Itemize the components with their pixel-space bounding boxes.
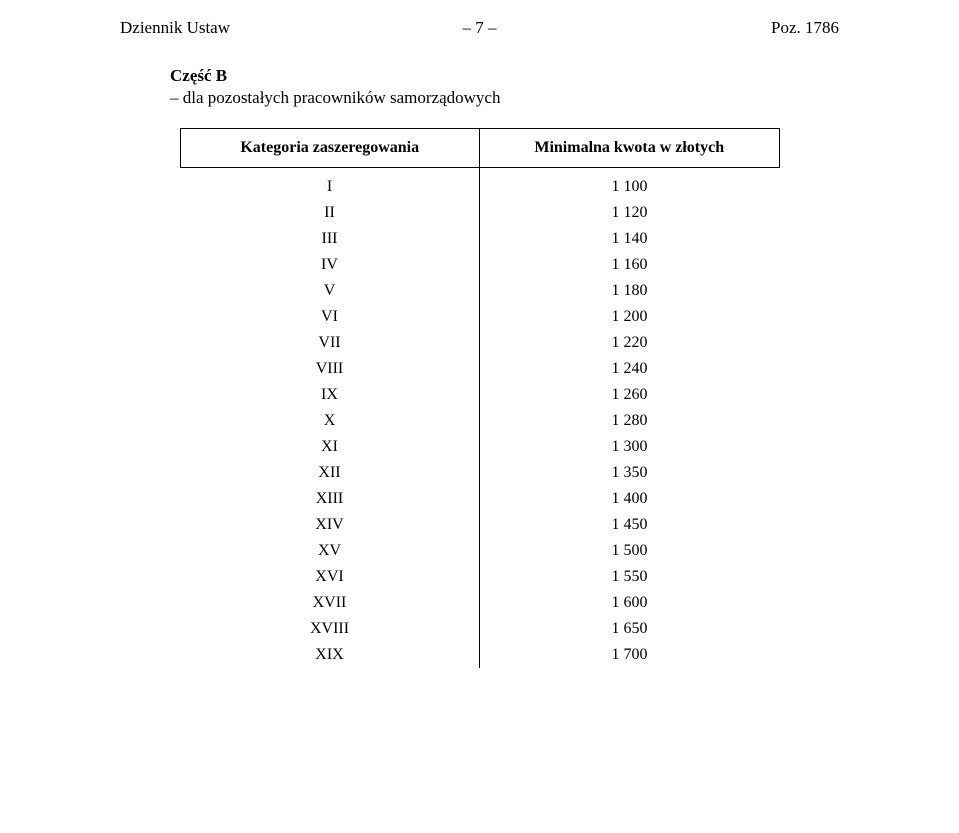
cell-category: XII [180,460,480,486]
table-row: V1 180 [180,278,779,304]
cell-category: I [180,168,480,201]
section-subtitle: – dla pozostałych pracowników samorządow… [170,88,839,108]
cell-amount: 1 260 [480,382,780,408]
cell-category: IX [180,382,480,408]
cell-category: XVI [180,564,480,590]
header-left: Dziennik Ustaw [120,18,230,38]
cell-amount: 1 240 [480,356,780,382]
cell-category: IV [180,252,480,278]
cell-category: XIX [180,642,480,668]
table-row: VII1 220 [180,330,779,356]
cell-amount: 1 550 [480,564,780,590]
cell-amount: 1 220 [480,330,780,356]
table-row: VIII1 240 [180,356,779,382]
cell-amount: 1 300 [480,434,780,460]
cell-category: VII [180,330,480,356]
cell-amount: 1 600 [480,590,780,616]
table-row: XII1 350 [180,460,779,486]
cell-category: XIV [180,512,480,538]
table-row: IX1 260 [180,382,779,408]
table-header-row: Kategoria zaszeregowania Minimalna kwota… [180,129,779,168]
table-row: XIII1 400 [180,486,779,512]
cell-amount: 1 120 [480,200,780,226]
cell-category: XI [180,434,480,460]
cell-category: VI [180,304,480,330]
table-row: IV1 160 [180,252,779,278]
cell-amount: 1 100 [480,168,780,201]
table-header-amount: Minimalna kwota w złotych [480,129,780,168]
table-header-category: Kategoria zaszeregowania [180,129,480,168]
cell-category: X [180,408,480,434]
cell-category: XIII [180,486,480,512]
cell-amount: 1 500 [480,538,780,564]
table-body: I1 100 II1 120 III1 140 IV1 160 V1 180 V… [180,168,779,669]
cell-amount: 1 160 [480,252,780,278]
cell-category: II [180,200,480,226]
table-row: X1 280 [180,408,779,434]
cell-amount: 1 700 [480,642,780,668]
cell-category: XVII [180,590,480,616]
cell-category: XV [180,538,480,564]
table-row: XV1 500 [180,538,779,564]
table-row: XVII1 600 [180,590,779,616]
cell-category: VIII [180,356,480,382]
table-row: XVI1 550 [180,564,779,590]
table-row: XIX1 700 [180,642,779,668]
cell-amount: 1 350 [480,460,780,486]
header-right: Poz. 1786 [771,18,839,38]
table-row: VI1 200 [180,304,779,330]
running-header: Dziennik Ustaw – 7 – Poz. 1786 [120,18,839,38]
cell-amount: 1 400 [480,486,780,512]
salary-table: Kategoria zaszeregowania Minimalna kwota… [180,128,780,668]
cell-amount: 1 200 [480,304,780,330]
cell-amount: 1 280 [480,408,780,434]
table-row: XI1 300 [180,434,779,460]
table-row: XIV1 450 [180,512,779,538]
table-row: III1 140 [180,226,779,252]
cell-amount: 1 650 [480,616,780,642]
header-center: – 7 – [463,18,497,38]
table-row: I1 100 [180,168,779,201]
section-label: Część B [170,66,839,86]
cell-category: III [180,226,480,252]
cell-amount: 1 450 [480,512,780,538]
cell-category: V [180,278,480,304]
cell-category: XVIII [180,616,480,642]
table-row: XVIII1 650 [180,616,779,642]
cell-amount: 1 140 [480,226,780,252]
cell-amount: 1 180 [480,278,780,304]
table-row: II1 120 [180,200,779,226]
page: Dziennik Ustaw – 7 – Poz. 1786 Część B –… [0,0,959,833]
